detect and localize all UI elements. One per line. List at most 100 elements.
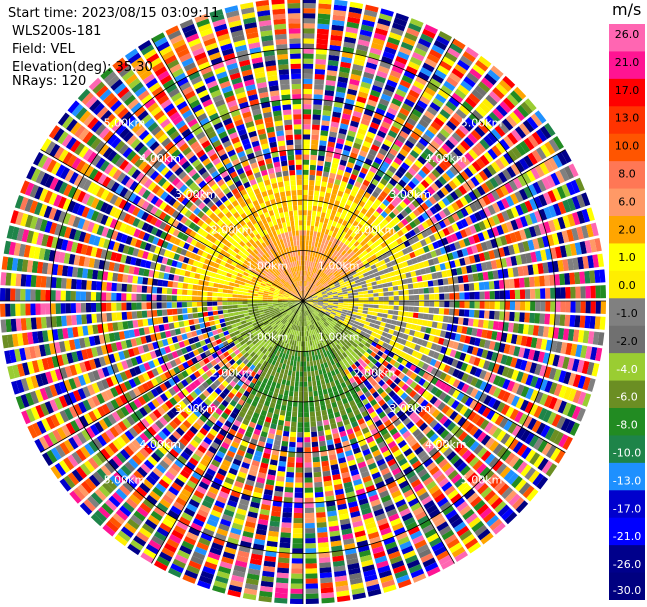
- velocity-gate: [452, 368, 460, 378]
- velocity-gate: [327, 293, 333, 296]
- velocity-gate: [464, 537, 479, 550]
- velocity-gate: [389, 427, 398, 436]
- velocity-gate: [395, 531, 408, 541]
- velocity-gate: [319, 358, 324, 365]
- velocity-gate: [360, 233, 367, 240]
- velocity-gate: [237, 503, 249, 511]
- velocity-gate: [206, 342, 214, 350]
- velocity-gate: [344, 390, 352, 398]
- velocity-gate: [136, 506, 149, 518]
- velocity-gate: [575, 301, 581, 313]
- velocity-gate: [303, 83, 313, 90]
- velocity-gate: [216, 495, 227, 504]
- velocity-gate: [375, 480, 386, 489]
- velocity-gate: [436, 426, 446, 436]
- velocity-gate: [444, 466, 456, 477]
- velocity-gate: [502, 97, 516, 110]
- velocity-gate: [311, 319, 315, 324]
- velocity-gate: [306, 271, 310, 277]
- velocity-gate: [352, 262, 358, 268]
- velocity-gate: [303, 154, 310, 160]
- velocity-gate: [473, 211, 483, 222]
- velocity-gate: [496, 364, 505, 376]
- velocity-gate: [332, 295, 339, 298]
- velocity-gate: [306, 304, 310, 310]
- velocity-gate: [429, 265, 437, 273]
- velocity-gate: [378, 371, 386, 379]
- velocity-gate: [235, 415, 244, 423]
- velocity-gate: [372, 545, 385, 554]
- velocity-gate: [293, 340, 297, 346]
- velocity-gate: [268, 530, 279, 538]
- velocity-gate: [226, 432, 235, 441]
- velocity-gate: [348, 125, 358, 133]
- velocity-gate: [288, 322, 292, 328]
- velocity-gate: [405, 223, 413, 232]
- velocity-gate: [449, 454, 461, 465]
- velocity-gate: [524, 98, 537, 112]
- velocity-gate: [371, 202, 379, 211]
- velocity-gate: [304, 452, 312, 458]
- velocity-gate: [311, 284, 316, 290]
- velocity-gate: [414, 405, 424, 415]
- velocity-gate: [224, 344, 231, 351]
- velocity-gate: [474, 173, 484, 184]
- velocity-gate: [337, 76, 349, 84]
- velocity-gate: [401, 512, 414, 522]
- velocity-gate: [515, 500, 529, 514]
- velocity-gate: [292, 308, 297, 313]
- velocity-gate: [338, 366, 344, 373]
- velocity-gate: [244, 521, 256, 529]
- velocity-gate: [436, 521, 449, 532]
- velocity-gate: [393, 60, 406, 70]
- velocity-gate: [346, 248, 353, 255]
- velocity-gate: [327, 219, 334, 226]
- velocity-gate: [587, 331, 595, 345]
- velocity-gate: [352, 220, 359, 227]
- velocity-gate: [559, 168, 570, 182]
- velocity-gate: [377, 284, 383, 289]
- velocity-gate: [267, 333, 273, 339]
- velocity-gate: [460, 218, 469, 228]
- velocity-gate: [398, 295, 404, 301]
- velocity-gate: [115, 373, 124, 384]
- velocity-gate: [294, 330, 297, 336]
- velocity-gate: [383, 116, 394, 125]
- velocity-gate: [378, 296, 384, 301]
- velocity-gate: [353, 240, 360, 247]
- velocity-gate: [332, 432, 340, 440]
- velocity-gate: [312, 267, 316, 273]
- velocity-gate: [212, 585, 226, 594]
- velocity-gate: [547, 326, 555, 339]
- velocity-gate: [325, 213, 331, 220]
- velocity-gate: [258, 398, 265, 405]
- velocity-gate: [349, 464, 358, 472]
- velocity-gate: [225, 376, 233, 384]
- velocity-gate: [337, 292, 343, 296]
- velocity-gate: [385, 41, 399, 51]
- velocity-gate: [88, 440, 99, 453]
- velocity-gate: [353, 348, 360, 355]
- velocity-gate: [172, 384, 181, 394]
- velocity-gate: [265, 550, 277, 558]
- velocity-gate: [304, 291, 306, 297]
- velocity-gate: [516, 105, 529, 118]
- velocity-gate: [527, 239, 535, 251]
- velocity-gate: [337, 290, 343, 294]
- velocity-gate: [312, 272, 316, 278]
- velocity-gate: [454, 259, 461, 268]
- velocity-gate: [459, 257, 466, 266]
- velocity-gate: [298, 401, 303, 408]
- velocity-gate: [339, 213, 346, 220]
- velocity-gate: [501, 391, 511, 403]
- velocity-gate: [326, 146, 335, 153]
- velocity-gate: [305, 346, 309, 352]
- velocity-gate: [324, 485, 334, 492]
- velocity-gate: [378, 270, 385, 276]
- velocity-gate: [529, 212, 538, 224]
- velocity-gate: [260, 431, 268, 438]
- velocity-gate: [270, 370, 276, 377]
- velocity-gate: [469, 301, 475, 309]
- velocity-gate: [463, 136, 475, 148]
- velocity-gate: [527, 349, 536, 361]
